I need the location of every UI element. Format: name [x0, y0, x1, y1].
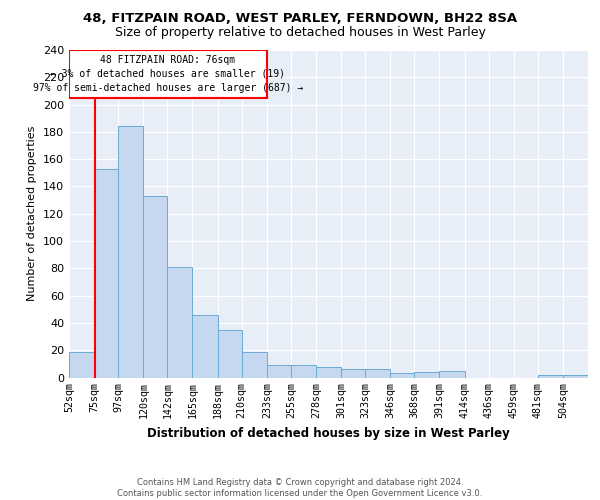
Text: 48 FITZPAIN ROAD: 76sqm
← 3% of detached houses are smaller (19)
97% of semi-det: 48 FITZPAIN ROAD: 76sqm ← 3% of detached… — [33, 55, 303, 93]
Bar — [218, 330, 242, 378]
X-axis label: Distribution of detached houses by size in West Parley: Distribution of detached houses by size … — [147, 426, 510, 440]
Bar — [538, 375, 563, 378]
FancyBboxPatch shape — [69, 50, 267, 98]
Bar — [291, 365, 316, 378]
Y-axis label: Number of detached properties: Number of detached properties — [28, 126, 37, 302]
Text: Size of property relative to detached houses in West Parley: Size of property relative to detached ho… — [115, 26, 485, 39]
Bar — [365, 370, 390, 378]
Bar — [390, 374, 414, 378]
Bar — [316, 366, 341, 378]
Bar — [143, 196, 167, 378]
Text: Contains HM Land Registry data © Crown copyright and database right 2024.
Contai: Contains HM Land Registry data © Crown c… — [118, 478, 482, 498]
Bar — [193, 314, 218, 378]
Bar — [118, 126, 143, 378]
Bar — [341, 370, 365, 378]
Bar — [167, 267, 193, 378]
Bar — [94, 168, 118, 378]
Bar — [563, 375, 588, 378]
Bar — [414, 372, 439, 378]
Bar — [439, 370, 464, 378]
Bar — [69, 352, 94, 378]
Bar — [267, 365, 291, 378]
Bar — [242, 352, 267, 378]
Text: 48, FITZPAIN ROAD, WEST PARLEY, FERNDOWN, BH22 8SA: 48, FITZPAIN ROAD, WEST PARLEY, FERNDOWN… — [83, 12, 517, 26]
